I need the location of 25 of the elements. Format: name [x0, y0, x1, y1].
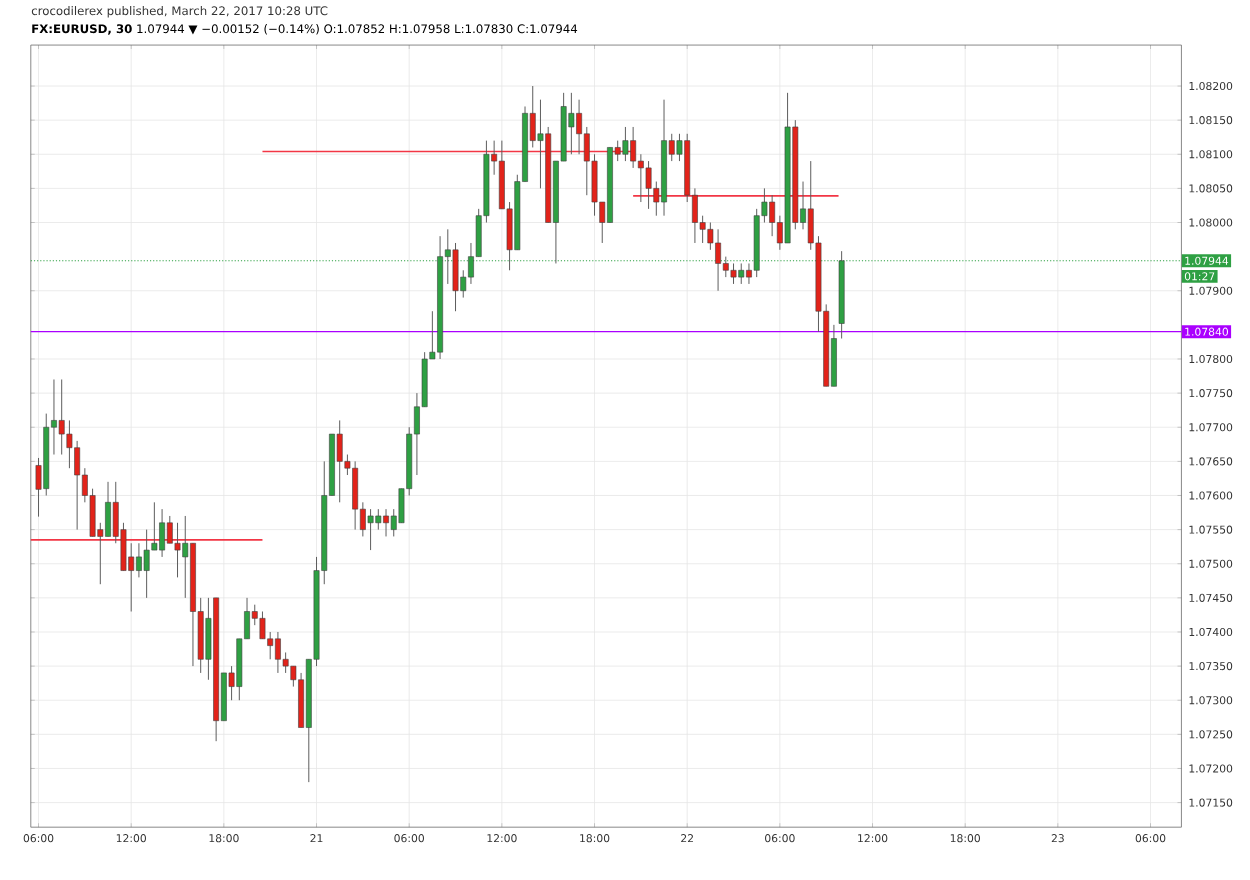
candlestick: [730, 262, 737, 285]
candlestick: [452, 242, 459, 312]
candlestick: [576, 99, 583, 155]
candlestick: [645, 160, 652, 210]
candlestick: [105, 481, 111, 537]
candlestick: [622, 126, 629, 162]
candlestick: [159, 508, 166, 558]
candlestick: [274, 631, 281, 674]
candlestick: [259, 610, 266, 640]
candlestick: [143, 529, 150, 599]
candlestick: [375, 508, 382, 531]
candlestick: [738, 262, 745, 285]
candlestick: [568, 92, 575, 155]
candlestick: [166, 515, 173, 544]
candlestick: [336, 419, 343, 503]
candlestick: [367, 508, 374, 551]
candlestick: [383, 508, 389, 537]
candlestick: [174, 522, 181, 578]
candlestick: [74, 440, 81, 531]
candlestick: [630, 126, 637, 169]
candlestick: [769, 194, 776, 237]
candlestick: [715, 228, 722, 292]
candlestick: [58, 378, 65, 455]
candlestick: [135, 542, 142, 578]
candlestick: [352, 460, 359, 531]
